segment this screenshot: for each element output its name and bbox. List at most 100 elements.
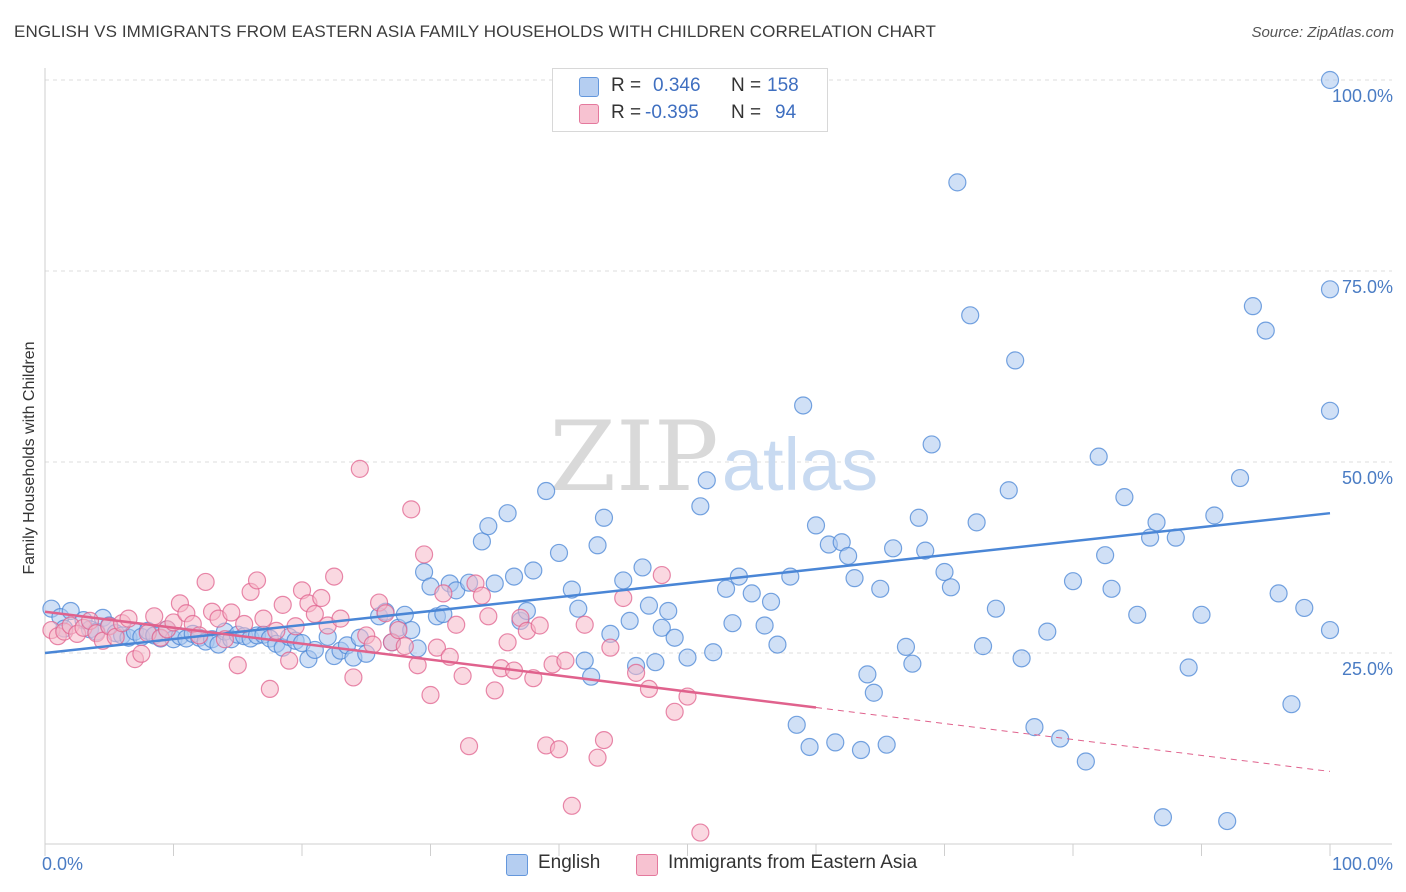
data-point xyxy=(402,500,421,519)
data-point xyxy=(556,651,575,670)
data-point xyxy=(1063,572,1083,591)
data-point xyxy=(691,823,710,842)
data-point xyxy=(1282,695,1301,714)
data-point xyxy=(1218,811,1237,831)
data-point xyxy=(1243,297,1263,316)
data-point xyxy=(639,596,659,615)
data-point xyxy=(196,572,215,592)
legend-r-value: -0.395 xyxy=(645,102,699,123)
data-point xyxy=(479,517,498,536)
data-point xyxy=(761,592,781,611)
data-point xyxy=(877,735,896,754)
source-label: Source: ZipAtlas.com xyxy=(1251,24,1394,41)
data-point xyxy=(1102,579,1121,598)
data-point xyxy=(498,633,517,652)
data-point xyxy=(1295,598,1314,618)
data-point xyxy=(1147,513,1166,532)
data-point xyxy=(665,702,684,721)
y-tick-label: 50.0% xyxy=(1342,468,1393,488)
data-point xyxy=(723,614,742,633)
data-point xyxy=(1006,351,1025,370)
grid-lines xyxy=(45,79,1392,654)
data-point xyxy=(871,579,890,598)
data-point xyxy=(524,561,543,580)
watermark-atlas: atlas xyxy=(722,423,878,506)
data-point xyxy=(485,574,504,593)
y-axis-label: Family Households with Children xyxy=(21,342,38,575)
data-point xyxy=(562,580,581,599)
data-point xyxy=(222,603,241,622)
data-point xyxy=(652,618,671,637)
legend-label-immigrants: Immigrants from Eastern Asia xyxy=(668,852,918,873)
data-point xyxy=(1038,622,1057,641)
data-point xyxy=(408,656,427,675)
data-point xyxy=(839,546,858,566)
data-point xyxy=(633,558,652,577)
data-point xyxy=(312,588,331,608)
data-point xyxy=(376,604,395,623)
x-tick-label: 100.0% xyxy=(1332,854,1393,874)
data-point xyxy=(659,601,678,621)
data-point xyxy=(704,643,723,662)
data-point xyxy=(273,595,292,614)
legend-row-english: R = 0.346 N = 158 xyxy=(553,74,827,100)
data-point xyxy=(755,616,774,635)
data-point xyxy=(1012,649,1031,668)
data-point xyxy=(864,683,883,702)
legend-swatch-immigrants xyxy=(636,854,658,876)
legend-r-label: R = xyxy=(611,75,642,96)
data-point xyxy=(665,628,684,647)
data-point xyxy=(1230,468,1250,488)
data-point xyxy=(459,737,479,756)
data-point xyxy=(119,609,138,628)
data-point xyxy=(575,651,594,670)
data-point xyxy=(896,637,916,656)
legend-n-label: N = xyxy=(731,75,762,96)
data-point xyxy=(1115,488,1134,507)
data-point xyxy=(646,653,665,672)
data-point xyxy=(344,668,363,687)
legend-n-value: 94 xyxy=(775,102,797,123)
data-point xyxy=(588,536,607,555)
data-point xyxy=(858,665,877,684)
data-point xyxy=(414,545,434,564)
data-point xyxy=(247,571,267,590)
data-point xyxy=(691,497,710,516)
data-point xyxy=(639,679,659,699)
data-point xyxy=(575,615,594,634)
legend-r-label: R = xyxy=(611,102,642,123)
correlation-legend: R = 0.346 N = 158 R = -0.395 N = 94 xyxy=(552,68,828,132)
data-point xyxy=(941,578,961,597)
data-point xyxy=(1076,752,1095,771)
data-point xyxy=(280,651,299,670)
data-point xyxy=(1320,401,1340,420)
data-point xyxy=(569,599,588,618)
data-point xyxy=(228,656,247,675)
data-point xyxy=(967,513,986,532)
data-point xyxy=(909,508,928,527)
data-point xyxy=(716,579,736,598)
data-point xyxy=(132,644,151,663)
data-point xyxy=(961,306,980,325)
data-point xyxy=(800,737,819,757)
data-point xyxy=(1320,620,1340,640)
data-point xyxy=(562,796,581,815)
data-point xyxy=(594,508,614,527)
data-point xyxy=(826,733,845,752)
data-point xyxy=(626,663,646,682)
data-point xyxy=(1320,280,1340,299)
data-point xyxy=(678,648,697,667)
tick-labels: 25.0% 50.0% 75.0% 100.0% 0.0% 100.0% xyxy=(42,86,1393,874)
data-point xyxy=(260,679,279,699)
data-point xyxy=(935,562,954,582)
data-point xyxy=(806,516,826,535)
data-point xyxy=(350,459,369,478)
data-point xyxy=(395,637,414,656)
data-point xyxy=(1205,506,1224,525)
data-point xyxy=(325,567,344,586)
data-point xyxy=(614,571,633,590)
legend-n-value: 158 xyxy=(767,75,799,96)
data-point xyxy=(916,541,935,560)
y-tick-label: 75.0% xyxy=(1342,277,1393,297)
legend-label-english: English xyxy=(538,852,601,873)
